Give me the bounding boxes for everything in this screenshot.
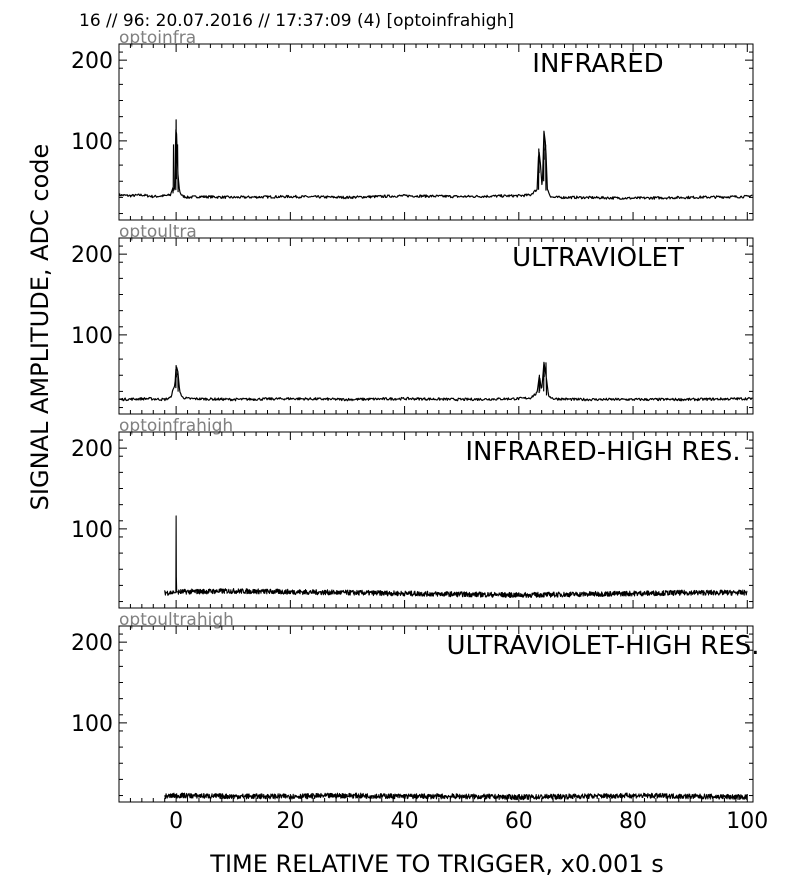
y-tick-label-optoinfrahigh: 200 — [71, 437, 113, 462]
y-tick-label-optoinfra: 200 — [71, 49, 113, 74]
panel-name-optoultrahigh: optoultrahigh — [119, 610, 234, 630]
panel-label-optoinfra: INFRARED — [532, 49, 663, 79]
x-axis-label: TIME RELATIVE TO TRIGGER, x0.001 s — [209, 850, 663, 878]
plot-frame-optoinfrahigh — [118, 431, 754, 609]
x-tick-label: 60 — [505, 809, 533, 834]
panel-optoinfra: optoinfra 100 200 INFRARED — [71, 28, 754, 221]
panel-name-optoinfra: optoinfra — [119, 28, 196, 48]
y-tick-label-optoultra: 200 — [71, 243, 113, 268]
y-tick-label-optoinfra: 100 — [71, 130, 113, 155]
y-tick-label-optoultra: 100 — [71, 324, 113, 349]
series-line-optoinfra — [118, 119, 753, 200]
x-tick-label: 40 — [391, 809, 419, 834]
plot-frame-optoinfra — [118, 43, 754, 221]
panel-optoinfrahigh: optoinfrahigh 100 200 INFRARED-HIGH RES. — [71, 416, 754, 609]
series-line-optoinfrahigh — [164, 515, 748, 599]
y-tick-label-optoultrahigh: 100 — [71, 712, 113, 737]
x-tick-label: 0 — [169, 809, 183, 834]
panel-optoultrahigh: optoultrahigh 100 200 0 20 40 60 80 100 ULTRAVIOL… — [71, 610, 768, 834]
figure-title: 16 // 96: 20.07.2016 // 17:37:09 (4) [op… — [79, 11, 514, 31]
x-tick-label: 80 — [619, 809, 647, 834]
plot-frame-optoultrahigh — [118, 625, 754, 803]
panel-label-optoultra: ULTRAVIOLET — [512, 243, 684, 273]
panel-label-optoinfrahigh: INFRARED-HIGH RES. — [465, 437, 740, 467]
y-tick-label-optoultrahigh: 200 — [71, 631, 113, 656]
plot-frame-optoultra — [118, 237, 754, 415]
series-line-optoultrahigh — [164, 792, 748, 801]
panel-optoultra: optoultra 100 200 ULTRAVIOLET — [71, 222, 754, 415]
x-tick-label: 100 — [726, 809, 768, 834]
y-axis-label: SIGNAL AMPLITUDE, ADC code — [26, 144, 54, 511]
y-tick-label-optoinfrahigh: 100 — [71, 518, 113, 543]
panel-name-optoinfrahigh: optoinfrahigh — [119, 416, 233, 436]
series-line-optoultra — [118, 361, 753, 402]
panel-label-optoultrahigh: ULTRAVIOLET-HIGH RES. — [446, 631, 759, 661]
x-tick-label: 20 — [276, 809, 304, 834]
panel-name-optoultra: optoultra — [119, 222, 197, 242]
